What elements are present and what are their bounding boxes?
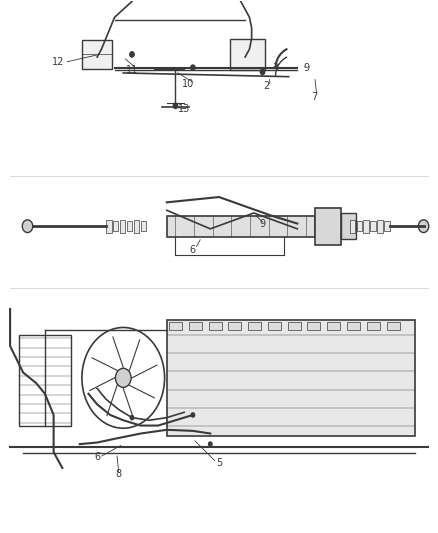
Bar	[315, 208, 341, 245]
Bar	[248, 322, 261, 330]
Bar	[385, 221, 390, 231]
Bar	[371, 221, 376, 231]
Text: 8: 8	[116, 470, 122, 479]
Text: 6: 6	[190, 245, 196, 255]
Bar	[127, 221, 132, 231]
Text: 5: 5	[216, 458, 222, 467]
Text: 6: 6	[94, 453, 100, 463]
Circle shape	[130, 416, 134, 419]
Bar	[120, 220, 125, 233]
Circle shape	[191, 65, 195, 70]
Circle shape	[260, 69, 265, 75]
Bar	[341, 213, 356, 239]
Text: 3: 3	[272, 63, 279, 72]
Bar	[169, 322, 182, 330]
Circle shape	[173, 103, 178, 109]
Bar	[367, 322, 380, 330]
Text: 12: 12	[52, 58, 64, 67]
Bar	[327, 322, 340, 330]
Bar	[141, 221, 146, 231]
Text: 9: 9	[303, 63, 309, 72]
Bar	[357, 221, 362, 231]
Circle shape	[418, 220, 429, 232]
Circle shape	[130, 52, 134, 57]
Bar	[350, 220, 355, 233]
Bar	[268, 322, 281, 330]
Text: 2: 2	[264, 81, 270, 91]
Text: 7: 7	[311, 92, 318, 102]
Circle shape	[191, 413, 194, 417]
Circle shape	[22, 220, 33, 232]
Bar	[19, 335, 71, 425]
Bar	[307, 322, 321, 330]
Text: 13: 13	[178, 104, 190, 114]
Bar	[167, 319, 415, 436]
Bar	[82, 40, 113, 69]
Text: 10: 10	[182, 78, 194, 88]
Bar	[347, 322, 360, 330]
Bar	[167, 216, 315, 237]
Circle shape	[116, 368, 131, 387]
Bar	[288, 322, 301, 330]
Bar	[230, 38, 265, 70]
Bar	[106, 220, 112, 233]
Text: 9: 9	[259, 219, 265, 229]
Bar	[228, 322, 241, 330]
Bar	[134, 220, 139, 233]
Bar	[208, 322, 222, 330]
Bar	[378, 220, 383, 233]
Bar	[189, 322, 202, 330]
Text: 11: 11	[126, 66, 138, 75]
Circle shape	[208, 442, 212, 446]
Bar	[364, 220, 369, 233]
Bar	[113, 221, 118, 231]
Bar	[387, 322, 399, 330]
